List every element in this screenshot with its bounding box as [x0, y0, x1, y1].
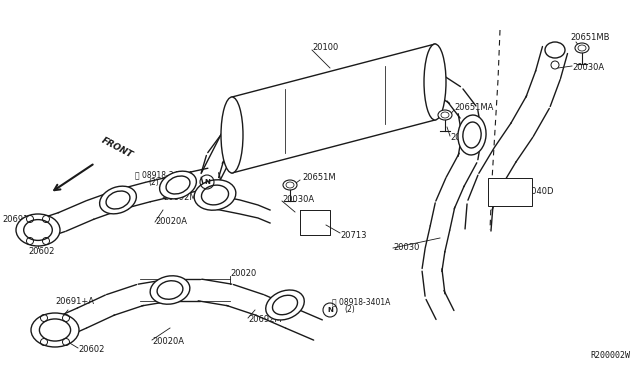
Ellipse shape — [283, 180, 297, 190]
Text: Ⓝ 08918-3401A: Ⓝ 08918-3401A — [135, 170, 193, 180]
Text: 20691+A: 20691+A — [2, 215, 41, 224]
Text: Ⓝ 08918-3401A: Ⓝ 08918-3401A — [332, 298, 390, 307]
Text: 20651M: 20651M — [302, 173, 335, 183]
Ellipse shape — [424, 44, 446, 120]
Bar — [488, 178, 532, 206]
Ellipse shape — [438, 110, 452, 120]
Text: (2): (2) — [344, 305, 355, 314]
Text: 20100: 20100 — [312, 44, 339, 52]
Ellipse shape — [202, 185, 228, 205]
Ellipse shape — [545, 42, 565, 58]
Ellipse shape — [578, 45, 586, 51]
Text: 20651MA: 20651MA — [454, 103, 493, 112]
Text: 20602: 20602 — [28, 247, 54, 257]
Ellipse shape — [16, 214, 60, 246]
Ellipse shape — [194, 180, 236, 210]
Ellipse shape — [266, 290, 304, 320]
Ellipse shape — [273, 295, 298, 315]
Text: N: N — [204, 179, 210, 185]
Ellipse shape — [463, 122, 481, 148]
Text: 20020A: 20020A — [152, 337, 184, 346]
Text: 20691+A: 20691+A — [55, 298, 94, 307]
Text: 20020: 20020 — [230, 269, 256, 279]
Text: FRONT: FRONT — [100, 136, 134, 160]
Text: 20020A: 20020A — [155, 218, 187, 227]
Ellipse shape — [24, 219, 52, 240]
Text: 20030A: 20030A — [282, 195, 314, 203]
Ellipse shape — [159, 171, 196, 199]
Ellipse shape — [221, 97, 243, 173]
Text: 20651MB: 20651MB — [570, 33, 609, 42]
Text: 20713: 20713 — [340, 231, 367, 240]
Ellipse shape — [575, 43, 589, 53]
Text: (2): (2) — [148, 178, 159, 187]
Ellipse shape — [31, 313, 79, 347]
Ellipse shape — [100, 186, 136, 214]
Ellipse shape — [441, 112, 449, 118]
Text: 20692M: 20692M — [248, 315, 282, 324]
Text: 20602: 20602 — [78, 346, 104, 355]
Text: 20692M: 20692M — [163, 193, 196, 202]
Text: R200002W: R200002W — [590, 351, 630, 360]
Text: N: N — [327, 307, 333, 313]
Ellipse shape — [286, 182, 294, 188]
Ellipse shape — [458, 115, 486, 155]
Ellipse shape — [166, 176, 190, 194]
Ellipse shape — [157, 281, 183, 299]
Text: 20030A: 20030A — [572, 64, 604, 73]
Text: 20010: 20010 — [104, 202, 131, 212]
Text: 2040D: 2040D — [526, 187, 554, 196]
Ellipse shape — [40, 319, 70, 341]
Ellipse shape — [150, 276, 190, 304]
Ellipse shape — [106, 191, 130, 209]
Text: 20030A: 20030A — [450, 134, 482, 142]
Text: 20030: 20030 — [393, 244, 419, 253]
